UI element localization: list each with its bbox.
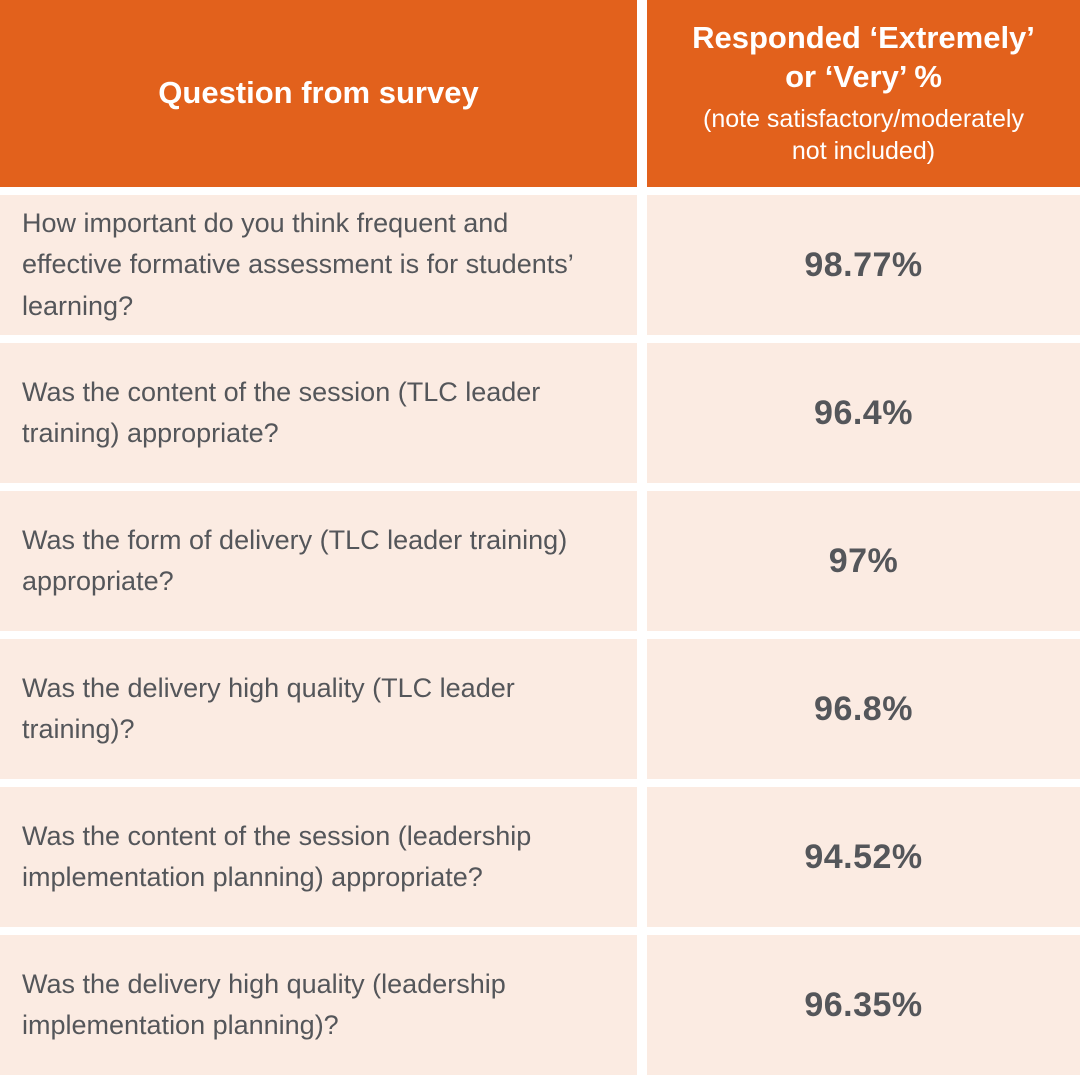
value-cell-row-2: 96.4%	[647, 343, 1080, 483]
response-column-header: Responded ‘Extremely’ or ‘Very’ %	[692, 20, 1035, 94]
question-cell-row-4: Was the delivery high quality (TLC leade…	[0, 639, 637, 779]
percentage-value: 96.8%	[814, 689, 913, 728]
question-text: Was the content of the session (TLC lead…	[22, 376, 541, 448]
question-cell-row-3: Was the form of delivery (TLC leader tra…	[0, 491, 637, 631]
percentage-value: 98.77%	[804, 245, 923, 284]
percentage-value: 97%	[828, 541, 899, 580]
question-cell-row-2: Was the content of the session (TLC lead…	[0, 343, 637, 483]
value-cell-row-3: 97%	[647, 491, 1080, 631]
question-cell-row-6: Was the delivery high quality (leadershi…	[0, 935, 637, 1075]
question-column-header: Question from survey	[158, 75, 479, 111]
value-cell-row-4: 96.8%	[647, 639, 1080, 779]
header-cell-question: Question from survey	[0, 0, 637, 187]
percentage-value: 96.4%	[814, 393, 913, 432]
response-column-note: (note satisfactory/moderately not includ…	[703, 104, 1024, 166]
question-cell-row-5: Was the content of the session (leadersh…	[0, 787, 637, 927]
question-text: Was the form of delivery (TLC leader tra…	[22, 524, 568, 596]
percentage-value: 94.52%	[804, 837, 923, 876]
question-text: Was the delivery high quality (leadershi…	[22, 968, 506, 1040]
question-text: Was the delivery high quality (TLC leade…	[22, 672, 515, 744]
question-text: Was the content of the session (leadersh…	[22, 820, 532, 892]
value-cell-row-6: 96.35%	[647, 935, 1080, 1075]
header-cell-response: Responded ‘Extremely’ or ‘Very’ % (note …	[647, 0, 1080, 187]
percentage-value: 96.35%	[804, 985, 923, 1024]
question-cell-row-1: How important do you think frequent and …	[0, 195, 637, 335]
value-cell-row-5: 94.52%	[647, 787, 1080, 927]
question-text: How important do you think frequent and …	[22, 208, 573, 321]
value-cell-row-1: 98.77%	[647, 195, 1080, 335]
